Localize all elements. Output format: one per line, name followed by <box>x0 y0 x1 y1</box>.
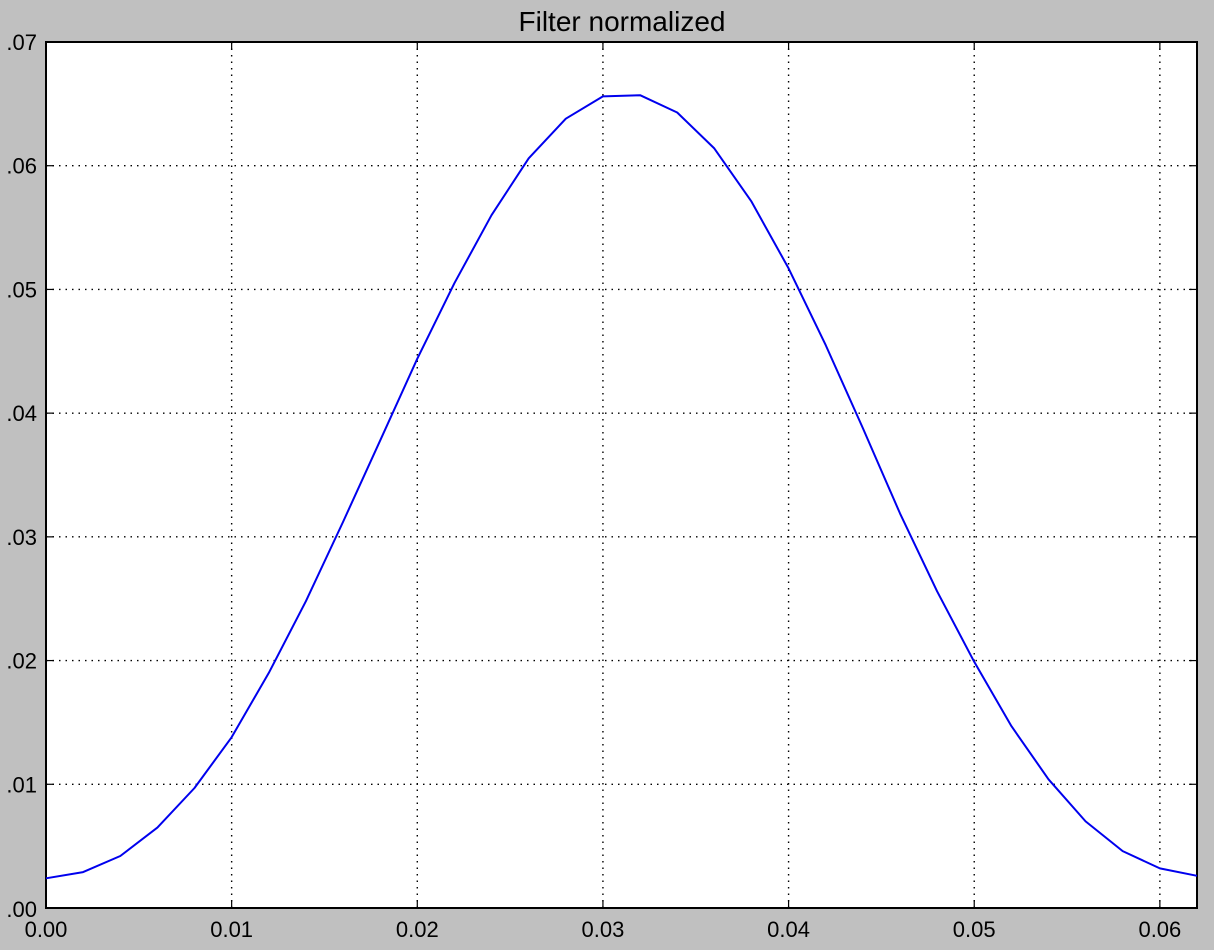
y-tick-label: .05 <box>6 277 37 302</box>
x-tick-label: 0.03 <box>582 917 625 942</box>
y-tick-label: .07 <box>6 30 37 55</box>
x-tick-label: 0.06 <box>1138 917 1181 942</box>
x-tick-label: 0.02 <box>396 917 439 942</box>
plot-area <box>45 41 1198 909</box>
x-tick-label: 0.00 <box>25 917 68 942</box>
series-line <box>45 94 1198 880</box>
axis-ticks <box>45 41 1197 909</box>
y-tick-label: .03 <box>6 525 37 550</box>
y-tick-label: .01 <box>6 772 37 797</box>
y-tick-label: .04 <box>6 401 37 426</box>
x-tick-label: 0.04 <box>767 917 810 942</box>
y-tick-label: .06 <box>6 154 37 179</box>
x-tick-label: 0.05 <box>953 917 996 942</box>
grid-lines <box>46 42 1197 908</box>
chart-title: Filter normalized <box>519 6 726 37</box>
tick-labels: 0.00 0.01 0.02 0.03 0.04 0.05 0.06 .00 .01 .02 .03… <box>6 30 1181 942</box>
y-tick-label: .00 <box>6 897 37 922</box>
x-tick-label: 0.01 <box>210 917 253 942</box>
series-layer <box>45 94 1198 880</box>
y-tick-label: .02 <box>6 649 37 674</box>
